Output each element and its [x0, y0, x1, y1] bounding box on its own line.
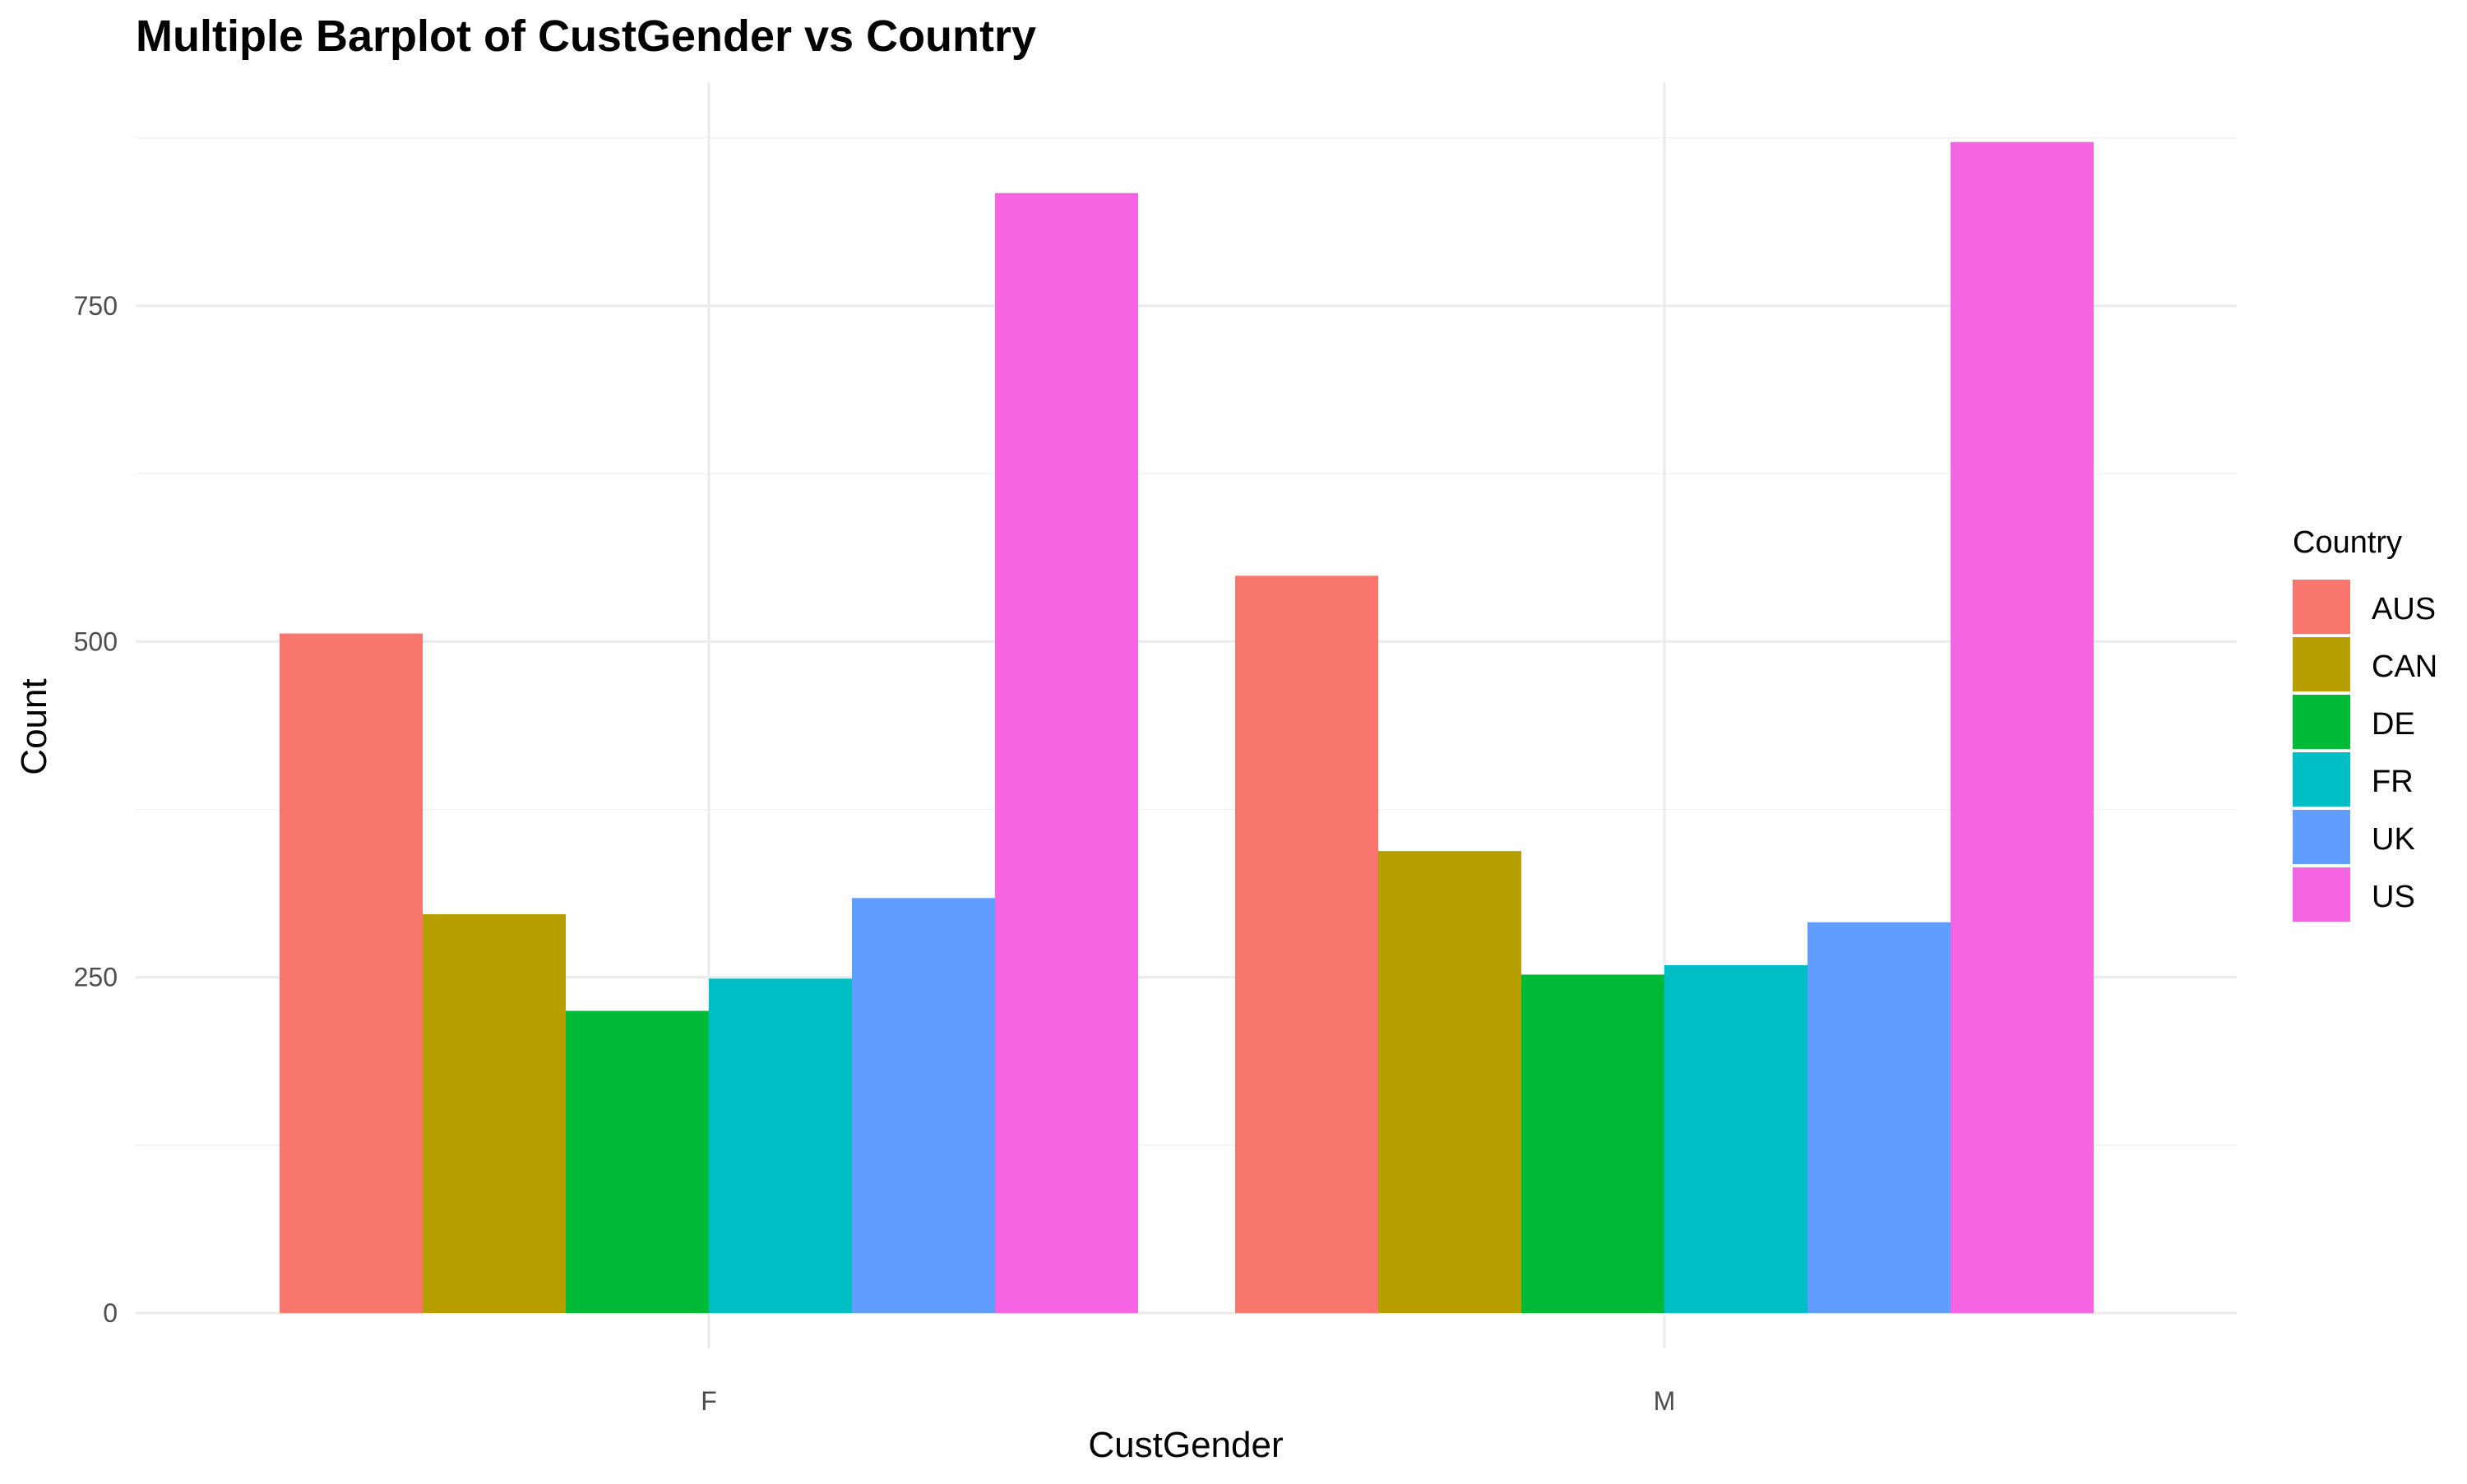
y-tick-label: 500: [74, 626, 118, 656]
legend-key-us: [2293, 867, 2350, 922]
legend-key-aus: [2293, 580, 2350, 634]
y-tick-label: 0: [103, 1298, 118, 1328]
legend-key-uk: [2293, 810, 2350, 864]
legend-label-aus: AUS: [2372, 592, 2436, 626]
bar-us-f: [995, 192, 1138, 1313]
bar-can-f: [423, 913, 566, 1313]
legend-label-de: DE: [2372, 707, 2415, 742]
x-tick-label: M: [1654, 1386, 1676, 1416]
bar-uk-m: [1807, 922, 1951, 1313]
bar-uk-f: [852, 898, 995, 1313]
bar-de-m: [1521, 974, 1664, 1313]
legend-key-fr: [2293, 752, 2350, 807]
bar-can-m: [1378, 851, 1521, 1313]
bar-aus-m: [1235, 576, 1378, 1313]
legend-key-can: [2293, 637, 2350, 691]
bar-fr-f: [709, 978, 852, 1313]
legend-title: Country: [2293, 525, 2402, 560]
bar-aus-f: [280, 633, 423, 1313]
legend-label-uk: UK: [2372, 822, 2415, 857]
y-axis-title: Count: [14, 678, 54, 774]
bar-de-f: [566, 1010, 709, 1313]
chart-title: Multiple Barplot of CustGender vs Countr…: [136, 12, 1036, 61]
legend: Country AUS CAN DE FR UK US: [2293, 525, 2437, 922]
x-axis-title: CustGender: [1088, 1425, 1283, 1465]
legend-label-fr: FR: [2372, 765, 2414, 799]
bars: [280, 141, 2094, 1313]
legend-key-de: [2293, 695, 2350, 749]
legend-label-can: CAN: [2372, 650, 2437, 684]
y-axis-ticks: 0 250 500 750: [74, 291, 118, 1328]
bar-us-m: [1951, 141, 2094, 1313]
legend-label-us: US: [2372, 880, 2415, 914]
y-tick-label: 250: [74, 963, 118, 992]
x-tick-label: F: [701, 1386, 717, 1416]
y-tick-label: 750: [74, 291, 118, 321]
bar-fr-m: [1664, 964, 1807, 1313]
